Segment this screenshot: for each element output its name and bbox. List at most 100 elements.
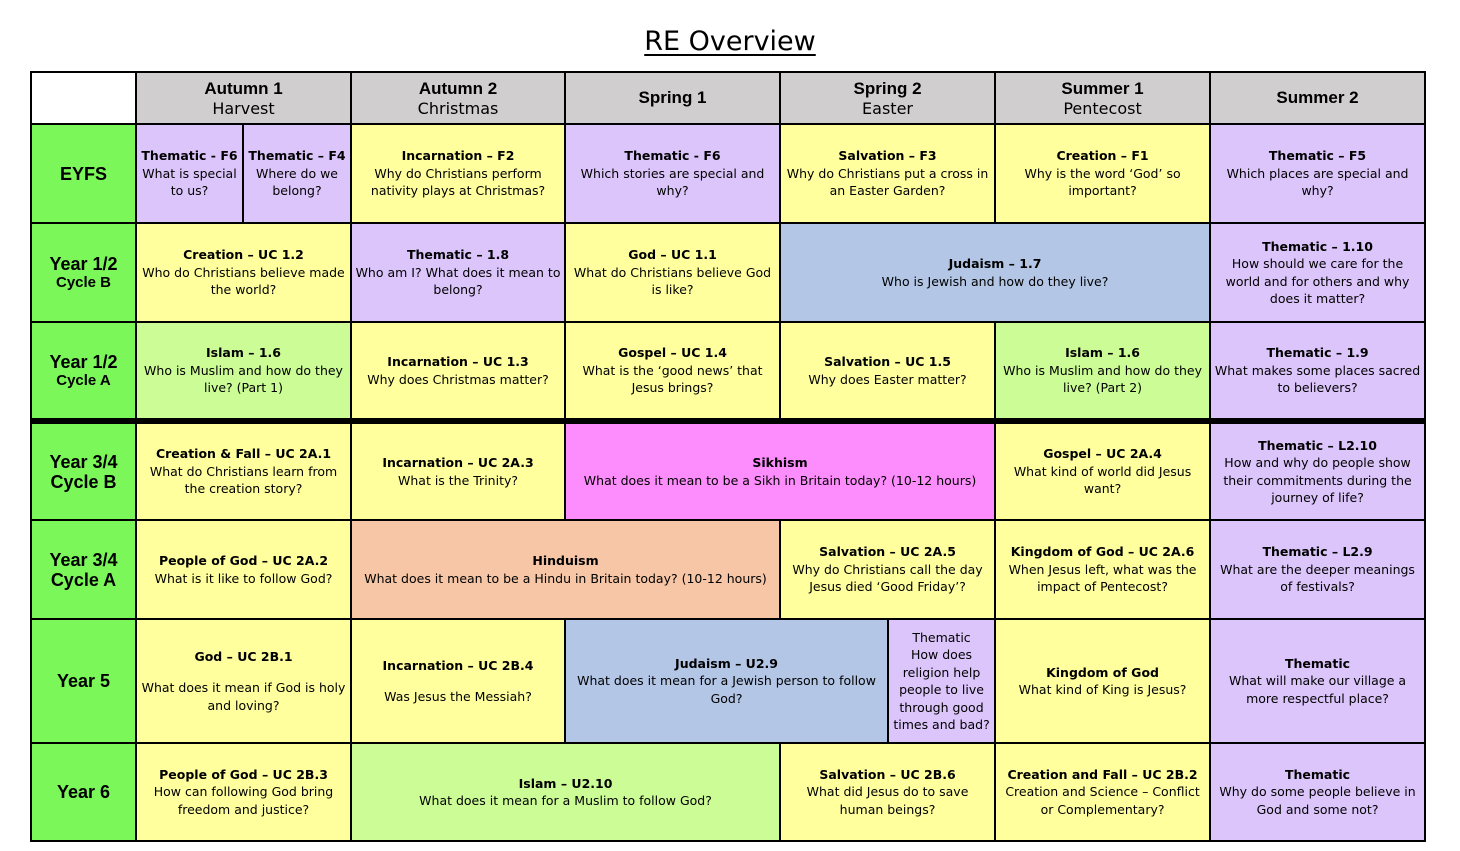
festival-name: Pentecost: [1063, 98, 1142, 118]
unit-cell: Incarnation – F2 Why do Christians perfo…: [350, 123, 567, 224]
unit-question: What is the Trinity?: [398, 472, 519, 488]
unit-question: Who is Jewish and how do they live?: [881, 273, 1109, 289]
unit-cell: Hinduism What does it mean to be a Hindu…: [350, 519, 782, 620]
unit-title: Thematic: [1285, 766, 1351, 782]
unit-cell: Thematic - F6 Which stories are special …: [564, 123, 782, 224]
unit-question: What does it mean to be a Hindu in Brita…: [364, 570, 767, 586]
spacer: [139, 665, 348, 679]
unit-question: Why does Christmas matter?: [367, 371, 549, 387]
row-label-text: Year 1/2: [49, 254, 118, 274]
unit-cell: Thematic What will make our village a mo…: [1209, 618, 1427, 744]
term-name: Spring 1: [638, 88, 707, 107]
unit-title: Islam – 1.6: [1065, 345, 1140, 361]
row-label-text: EYFS: [59, 163, 107, 184]
unit-question: Creation and Science – Conflict or Compl…: [1005, 784, 1200, 817]
spacer: [354, 674, 562, 688]
unit-cell: People of God – UC 2B.3 How can followin…: [134, 742, 353, 842]
unit-title: Thematic – F5: [1268, 148, 1367, 164]
unit-cell: Thematic - F6 What is special to us?: [135, 123, 244, 224]
unit-question: What kind of King is Jesus?: [1018, 682, 1187, 697]
unit-title: Creation & Fall – UC 2A.1: [155, 446, 332, 462]
unit-question: What are the deeper meanings of festival…: [1220, 561, 1415, 595]
row-year-3-4-cycle-b: Year 3/4 Cycle B Creation & Fall – UC 2A…: [30, 420, 1427, 521]
unit-cell: Thematic – L2.9 What are the deeper mean…: [1209, 519, 1427, 620]
unit-cell: Thematic – 1.9 What makes some places sa…: [1209, 321, 1427, 424]
header-row: Autumn 1 Harvest Autumn 2 Christmas Spri…: [30, 71, 1427, 125]
unit-title: Sikhism: [752, 455, 808, 470]
unit-title: Judaism – U2.9: [675, 655, 778, 671]
row-label-eyfs: EYFS: [30, 123, 137, 224]
unit-cell: Thematic – L2.10 How and why do people s…: [1209, 420, 1427, 521]
unit-title: Kingdom of God: [1046, 664, 1159, 680]
unit-question: What does it mean if God is holy and lov…: [141, 680, 346, 713]
unit-question: What is it like to follow God?: [154, 570, 333, 586]
unit-question: What does it mean for a Muslim to follow…: [419, 793, 712, 808]
row-sublabel-text: Cycle B: [55, 274, 112, 291]
row-year-5: Year 5 God – UC 2B.1 What does it mean i…: [30, 618, 1427, 744]
unit-title: Kingdom of God – UC 2A.6: [1010, 544, 1195, 560]
row-year-1-2-cycle-b: Year 1/2 Cycle B Creation – UC 1.2 Who d…: [30, 222, 1427, 323]
row-year-6: Year 6 People of God – UC 2B.3 How can f…: [30, 742, 1427, 842]
unit-cell: Incarnation – UC 1.3 Why does Christmas …: [350, 321, 567, 424]
unit-cell: Incarnation – UC 2A.3 What is the Trinit…: [350, 420, 567, 521]
unit-cell: Thematic – 1.10 How should we care for t…: [1209, 222, 1427, 323]
unit-title: Incarnation – UC 1.3: [387, 354, 529, 369]
unit-question: What did Jesus do to save human beings?: [806, 784, 969, 817]
corner-cell: [30, 71, 137, 125]
unit-cell: Thematic Why do some people believe in G…: [1209, 742, 1427, 842]
unit-title: Creation – F1: [1056, 148, 1149, 164]
unit-cell: Kingdom of God – UC 2A.6 When Jesus left…: [994, 519, 1212, 620]
unit-cell: Islam – 1.6 Who is Muslim and how do the…: [134, 321, 353, 424]
term-name: Autumn 1: [204, 78, 283, 98]
unit-cell: Salvation – UC 1.5 Why does Easter matte…: [779, 321, 997, 424]
unit-title: People of God – UC 2B.3: [159, 766, 328, 782]
row-sublabel-text: Cycle A: [56, 372, 111, 389]
unit-title: Judaism – 1.7: [948, 256, 1042, 271]
unit-cell: Kingdom of God What kind of King is Jesu…: [994, 618, 1212, 744]
unit-title: Thematic – F4: [248, 148, 346, 164]
page-title: RE Overview: [644, 26, 816, 57]
row-label-text: Year 1/2: [49, 352, 118, 372]
festival-name: Easter: [862, 98, 913, 118]
row-label-year-5: Year 5: [30, 618, 137, 744]
unit-title: People of God – UC 2A.2: [158, 553, 329, 568]
unit-title: Thematic – 1.9: [1266, 345, 1369, 361]
unit-question: Was Jesus the Messiah?: [384, 689, 532, 704]
unit-title: Thematic – 1.10: [1262, 238, 1373, 254]
unit-question: Why does Easter matter?: [808, 371, 967, 387]
unit-title: Thematic: [912, 629, 971, 645]
row-year-3-4-cycle-a: Year 3/4 Cycle A People of God – UC 2A.2…: [30, 519, 1427, 620]
unit-cell: Gospel – UC 1.4 What is the ‘good news’ …: [564, 321, 782, 424]
unit-title: Incarnation – F2: [401, 148, 515, 164]
unit-question: How should we care for the world and for…: [1225, 256, 1410, 306]
unit-title: Thematic: [1285, 655, 1351, 671]
row-label-year-1-2-cycle-a: Year 1/2 Cycle A: [30, 321, 137, 424]
festival-name: Harvest: [212, 98, 275, 118]
unit-question: Where do we belong?: [256, 165, 338, 199]
unit-cell: God – UC 2B.1 What does it mean if God i…: [134, 618, 353, 744]
term-name: Autumn 2: [418, 78, 498, 98]
re-overview-table: Autumn 1 Harvest Autumn 2 Christmas Spri…: [30, 71, 1427, 842]
unit-title: Salvation – UC 2A.5: [819, 544, 956, 560]
unit-question: How and why do people show their commitm…: [1223, 455, 1412, 505]
unit-question: What will make our village a more respec…: [1228, 673, 1407, 706]
row-year-1-2-cycle-a: Year 1/2 Cycle A Islam – 1.6 Who is Musl…: [30, 321, 1427, 424]
header-autumn-2: Autumn 2 Christmas: [350, 71, 567, 125]
term-name: Spring 2: [853, 78, 922, 98]
unit-question: How can following God bring freedom and …: [153, 784, 334, 817]
unit-cell: Thematic – F4 Where do we belong?: [241, 123, 353, 224]
row-label-year-1-2-cycle-b: Year 1/2 Cycle B: [30, 222, 137, 323]
header-autumn-1: Autumn 1 Harvest: [134, 71, 353, 125]
unit-cell: God – UC 1.1 What do Christians believe …: [564, 222, 782, 323]
unit-title: Creation – UC 1.2: [183, 247, 304, 263]
unit-title: Islam – 1.6: [206, 345, 281, 361]
unit-title: Creation and Fall – UC 2B.2: [1007, 766, 1198, 782]
header-summer-2: Summer 2: [1209, 71, 1427, 125]
unit-title: Gospel – UC 2A.4: [1043, 446, 1162, 462]
unit-cell: Judaism – U2.9 What does it mean for a J…: [564, 618, 890, 744]
unit-title: Incarnation – UC 2B.4: [382, 657, 534, 673]
row-sublabel-text: Cycle B: [50, 471, 117, 492]
unit-cell: Salvation – F3 Why do Christians put a c…: [779, 123, 997, 224]
unit-cell: Creation and Fall – UC 2B.2 Creation and…: [994, 742, 1212, 842]
unit-question: Why do Christians call the day Jesus die…: [792, 561, 983, 595]
